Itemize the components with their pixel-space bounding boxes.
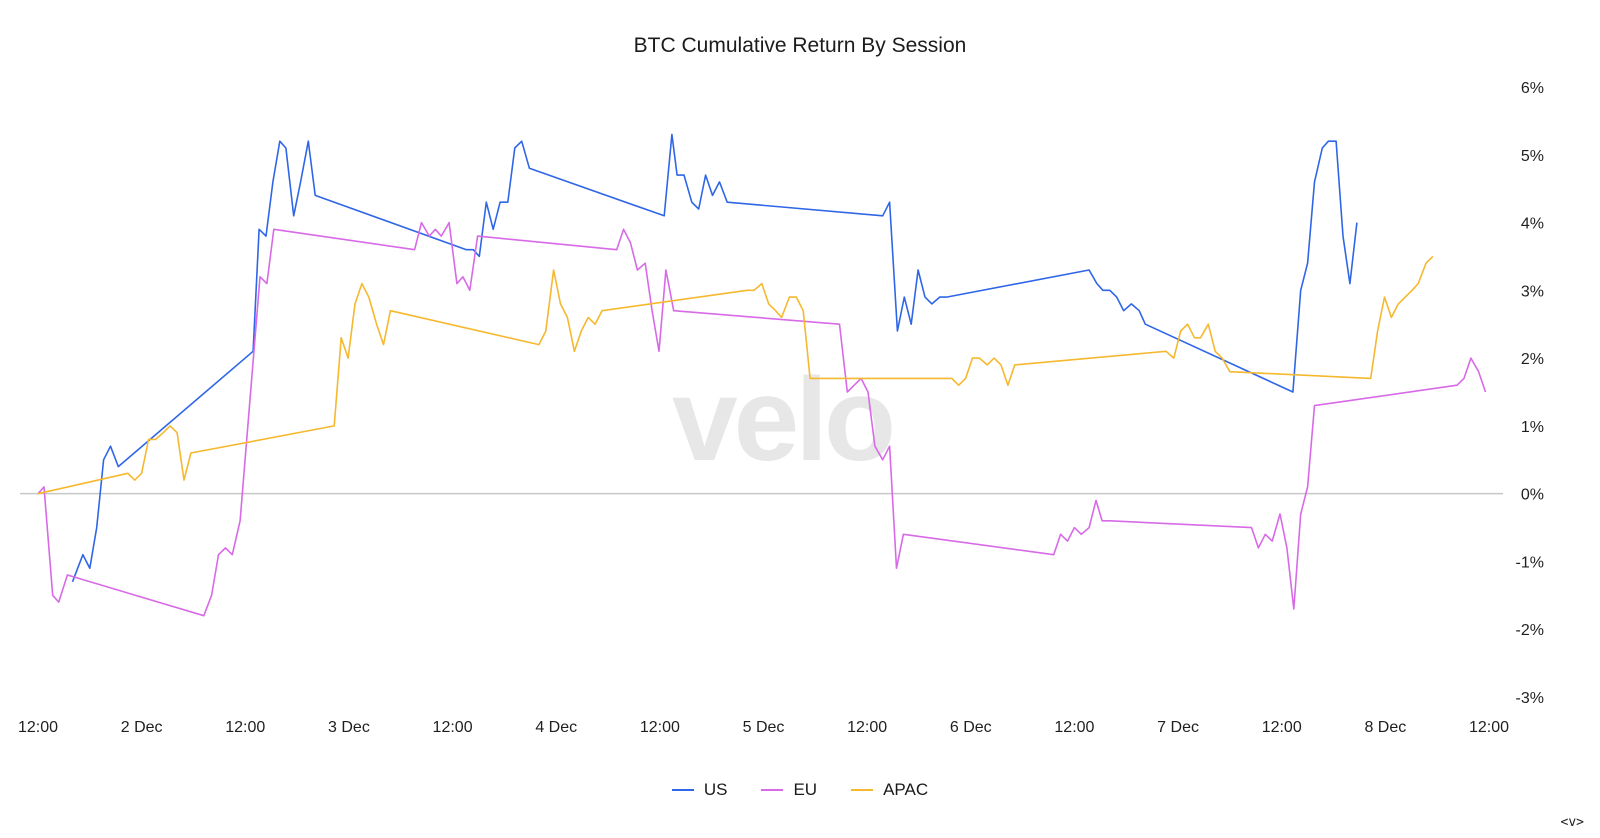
x-axis-ticks: 12:00 2 Dec 12:00 3 Dec 12:00 4 Dec 12:00 5 Dec…: [18, 719, 1509, 736]
chart-title: BTC Cumulative Return By Session: [633, 34, 967, 57]
legend-swatch: [761, 789, 784, 791]
y-tick-label: 0%: [1521, 487, 1544, 504]
x-tick-label: 8 Dec: [1364, 719, 1406, 736]
legend-label: APAC: [883, 780, 929, 799]
x-tick-label: 2 Dec: [121, 719, 163, 736]
legend-item-eu[interactable]: EU: [761, 780, 817, 800]
legend: US EU APAC: [0, 780, 1600, 800]
series-layer: [37, 133, 1487, 617]
chart-nav-control[interactable]: <v>: [1560, 815, 1584, 830]
legend-label: EU: [793, 780, 818, 799]
y-tick-label: 3%: [1521, 283, 1544, 300]
y-tick-label: 1%: [1521, 419, 1544, 436]
x-tick-label: 12:00: [1469, 719, 1509, 736]
legend-swatch: [671, 789, 694, 791]
x-tick-label: 6 Dec: [950, 719, 992, 736]
y-tick-label: 6%: [1521, 80, 1544, 97]
y-tick-label: -1%: [1516, 554, 1544, 571]
x-tick-label: 4 Dec: [535, 719, 577, 736]
x-tick-label: 5 Dec: [743, 719, 785, 736]
x-tick-label: 7 Dec: [1157, 719, 1199, 736]
x-tick-label: 12:00: [18, 719, 58, 736]
y-tick-label: -2%: [1516, 622, 1544, 639]
series-line-us[interactable]: [71, 133, 1358, 583]
legend-item-apac[interactable]: APAC: [851, 780, 928, 800]
series-line-eu[interactable]: [37, 221, 1487, 617]
x-tick-label: 12:00: [433, 719, 473, 736]
legend-item-us[interactable]: US: [671, 780, 728, 800]
y-tick-label: 5%: [1521, 148, 1544, 165]
velo-watermark: velo: [672, 354, 892, 486]
x-tick-label: 12:00: [640, 719, 680, 736]
x-tick-label: 3 Dec: [328, 719, 370, 736]
x-tick-label: 12:00: [225, 719, 265, 736]
series-line-apac[interactable]: [37, 255, 1434, 495]
legend-swatch: [851, 789, 874, 791]
y-tick-label: -3%: [1516, 690, 1544, 707]
x-tick-label: 12:00: [1054, 719, 1094, 736]
legend-label: US: [703, 780, 728, 799]
x-tick-label: 12:00: [1262, 719, 1302, 736]
y-tick-label: 2%: [1521, 351, 1544, 368]
x-tick-label: 12:00: [847, 719, 887, 736]
y-tick-label: 4%: [1521, 216, 1544, 233]
y-axis-ticks: 6% 5% 4% 3% 2% 1% 0% -1% -2% -3%: [1516, 80, 1544, 707]
